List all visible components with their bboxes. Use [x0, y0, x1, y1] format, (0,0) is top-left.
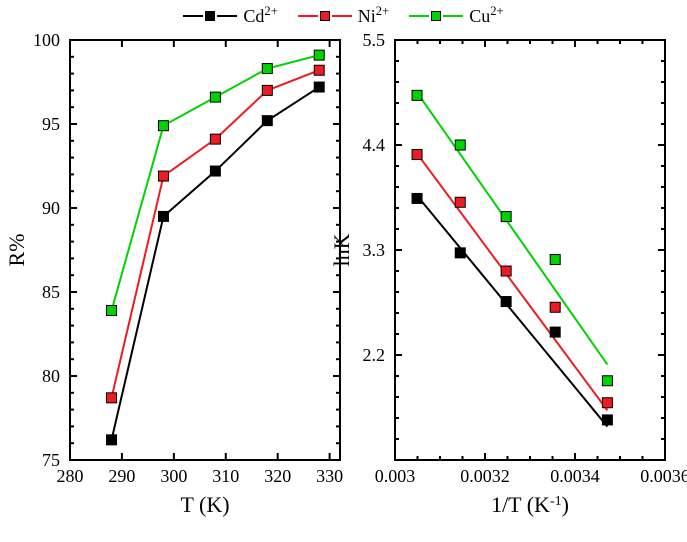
svg-text:330: 330: [316, 466, 343, 486]
svg-text:R%: R%: [4, 234, 29, 267]
svg-text:5.5: 5.5: [363, 30, 386, 50]
legend-label: Ni2+: [358, 4, 389, 27]
svg-text:0.0032: 0.0032: [460, 466, 510, 486]
chart-container: Cd2+ Ni2+ Cu2+ 280 290 300 310 320 330 75 80 85 90 9…: [0, 0, 687, 542]
svg-text:320: 320: [264, 466, 291, 486]
legend-line-segment: [217, 15, 237, 17]
legend-item: Ni2+: [298, 4, 389, 27]
legend-line-segment: [183, 15, 203, 17]
svg-text:1/T (K-1): 1/T (K-1): [491, 492, 569, 517]
svg-text:300: 300: [160, 466, 187, 486]
svg-text:90: 90: [42, 198, 60, 218]
plot-svg: 280 290 300 310 320 330 75 80 85 90 95 100 T (K) R% 0.…: [0, 30, 687, 542]
svg-text:85: 85: [42, 282, 60, 302]
panels: 280 290 300 310 320 330 75 80 85 90 95 100 T (K) R% 0.…: [0, 30, 687, 542]
legend-line-segment: [298, 15, 318, 17]
svg-text:0.0036: 0.0036: [640, 466, 687, 486]
legend-item: Cd2+: [183, 4, 277, 27]
legend: Cd2+ Ni2+ Cu2+: [0, 4, 687, 27]
svg-text:75: 75: [42, 450, 60, 470]
legend-marker: [205, 11, 215, 21]
svg-text:310: 310: [212, 466, 239, 486]
legend-line-segment: [332, 15, 352, 17]
svg-text:95: 95: [42, 114, 60, 134]
legend-item: Cu2+: [409, 4, 503, 27]
legend-label: Cu2+: [469, 4, 503, 27]
svg-text:290: 290: [108, 466, 135, 486]
legend-marker: [320, 11, 330, 21]
svg-text:280: 280: [57, 466, 84, 486]
legend-line-segment: [443, 15, 463, 17]
legend-marker: [431, 11, 441, 21]
svg-text:0.003: 0.003: [375, 466, 416, 486]
svg-text:2.2: 2.2: [363, 345, 386, 365]
legend-line-segment: [409, 15, 429, 17]
svg-text:lnK: lnK: [329, 233, 354, 266]
svg-text:4.4: 4.4: [363, 135, 386, 155]
svg-text:3.3: 3.3: [363, 240, 386, 260]
svg-text:100: 100: [33, 30, 60, 50]
svg-text:T (K): T (K): [180, 492, 229, 517]
svg-text:80: 80: [42, 366, 60, 386]
svg-text:0.0034: 0.0034: [550, 466, 600, 486]
legend-label: Cd2+: [243, 4, 277, 27]
